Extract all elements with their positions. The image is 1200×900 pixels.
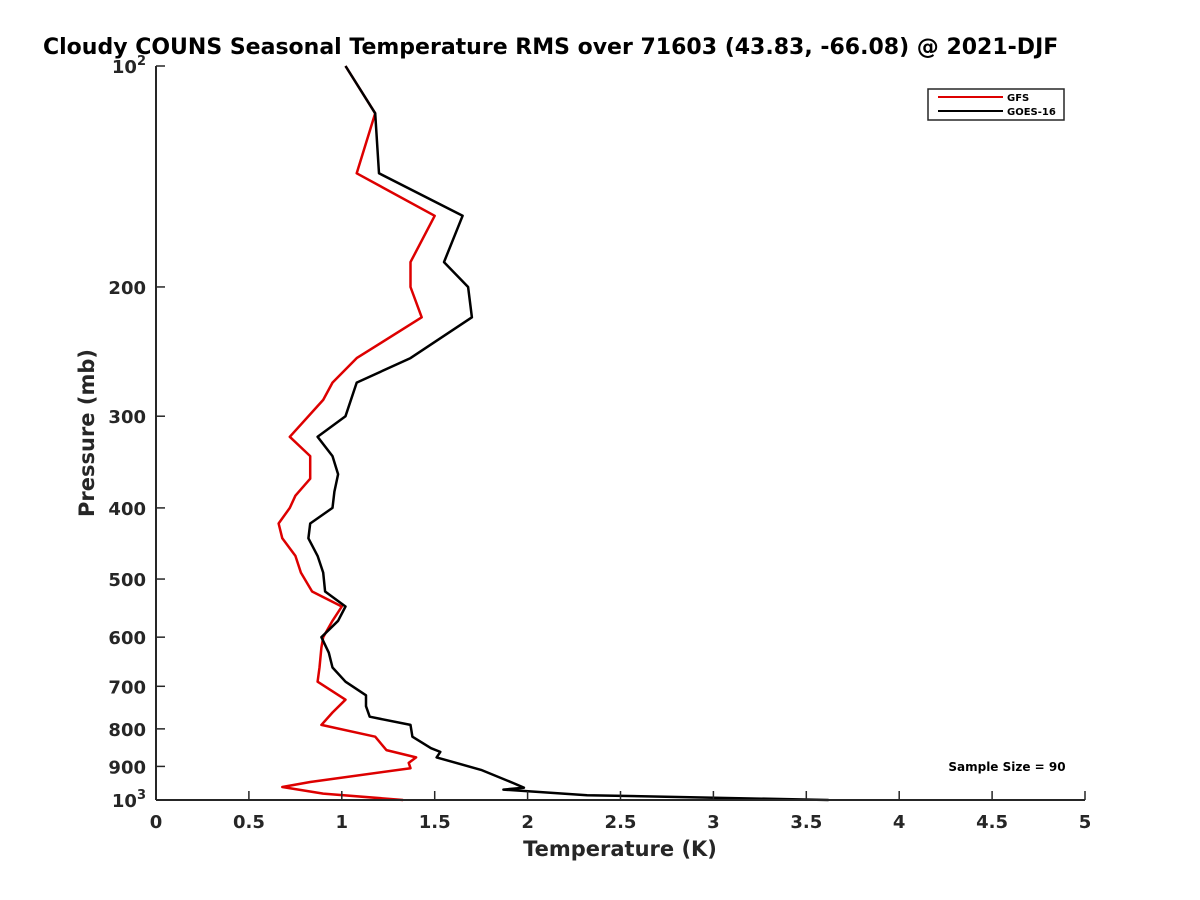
- y-tick-label: 700: [108, 677, 146, 698]
- x-tick-label: 1.5: [419, 812, 451, 833]
- series-line-gfs: [277, 65, 436, 802]
- x-tick-label: 0.5: [233, 812, 265, 833]
- y-axis-label: Pressure (mb): [75, 349, 99, 517]
- sample-size-annotation: Sample Size = 90: [948, 760, 1065, 774]
- legend-label-gfs: GFS: [1007, 93, 1029, 104]
- legend-label-goes16: GOES-16: [1007, 107, 1056, 118]
- y-tick-label: 300: [108, 407, 146, 428]
- chart-title: Cloudy COUNS Seasonal Temperature RMS ov…: [43, 35, 1058, 60]
- x-tick-label: 1: [336, 812, 349, 833]
- x-tick-label: 3: [707, 812, 720, 833]
- x-tick-label: 0: [150, 812, 163, 833]
- x-axis-label: Temperature (K): [523, 837, 717, 861]
- x-tick-label: 3.5: [790, 812, 822, 833]
- x-tick-label: 5: [1079, 812, 1092, 833]
- x-tick-label: 2.5: [605, 812, 637, 833]
- y-tick-label: 500: [108, 570, 146, 591]
- y-tick-label: 800: [108, 720, 146, 741]
- y-tick-label: 600: [108, 628, 146, 649]
- y-tick-label: 103: [112, 788, 146, 812]
- y-tick-label: 900: [108, 757, 146, 778]
- x-tick-label: 4: [893, 812, 906, 833]
- legend-box: [927, 88, 1065, 121]
- x-tick-label: 4.5: [976, 812, 1008, 833]
- series-line-goes16: [307, 65, 829, 802]
- series-layer: [277, 65, 829, 802]
- y-tick-label: 400: [108, 499, 146, 520]
- x-tick-label: 2: [521, 812, 534, 833]
- legend: GFS GOES-16: [927, 88, 1065, 121]
- x-axis-ticks: 0 0.5 1 1.5 2 2.5 3 3.5 4 4.5 5: [150, 791, 1092, 833]
- y-tick-label: 200: [108, 278, 146, 299]
